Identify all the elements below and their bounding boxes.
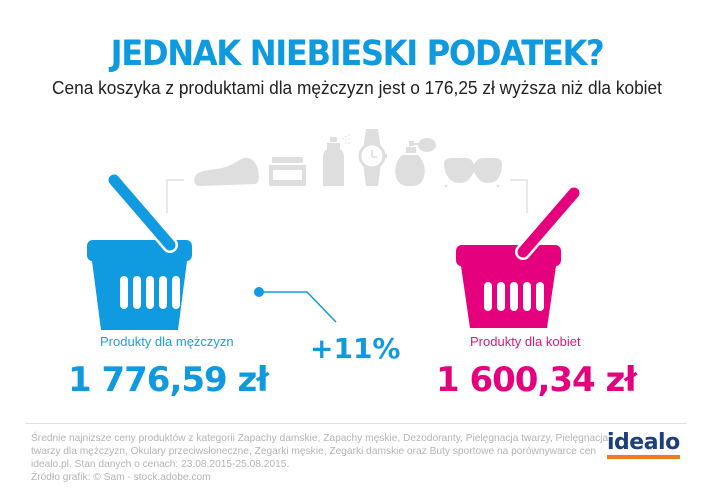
price-difference-percent: +11% <box>310 332 401 365</box>
footnote-line: Średnie najniższe ceny produktów z kateg… <box>31 433 609 444</box>
watch-icon <box>358 129 387 186</box>
men-basket-price: 1 776,59 zł <box>68 360 269 400</box>
cream-jar-icon <box>269 157 306 186</box>
footnote-line: twarzy dla mężczyzn, Okulary przeciwsłon… <box>31 446 597 457</box>
basket-icon-women <box>456 185 582 328</box>
perfume-bottle-icon <box>395 138 436 186</box>
connector-line <box>254 287 337 323</box>
shoe-icon <box>194 157 259 186</box>
women-basket-price: 1 600,34 zł <box>436 360 637 400</box>
footnote-line: idealo.pl. Stan danych o cenach: 23.08.2… <box>31 459 290 470</box>
deodorant-spray-icon <box>323 134 350 186</box>
page-subtitle: Cena koszyka z produktami dla mężczyzn j… <box>52 78 662 98</box>
bracket-left <box>166 179 184 213</box>
idealo-logo: idealo <box>607 430 680 455</box>
basket-icon-men <box>87 172 192 330</box>
sunglasses-icon <box>444 158 502 188</box>
footer-divider <box>25 423 687 424</box>
bracket-right <box>510 179 528 213</box>
men-products-label: Produkty dla mężczyzn <box>100 334 234 349</box>
footnote: Średnie najniższe ceny produktów z kateg… <box>31 432 609 484</box>
idealo-logo-underline <box>607 455 680 459</box>
page-title: JEDNAK NIEBIESKI PODATEK? <box>110 34 605 74</box>
women-products-label: Produkty dla kobiet <box>470 334 581 349</box>
footnote-line: Źródło grafik: © Sam - stock.adobe.com <box>31 472 211 483</box>
